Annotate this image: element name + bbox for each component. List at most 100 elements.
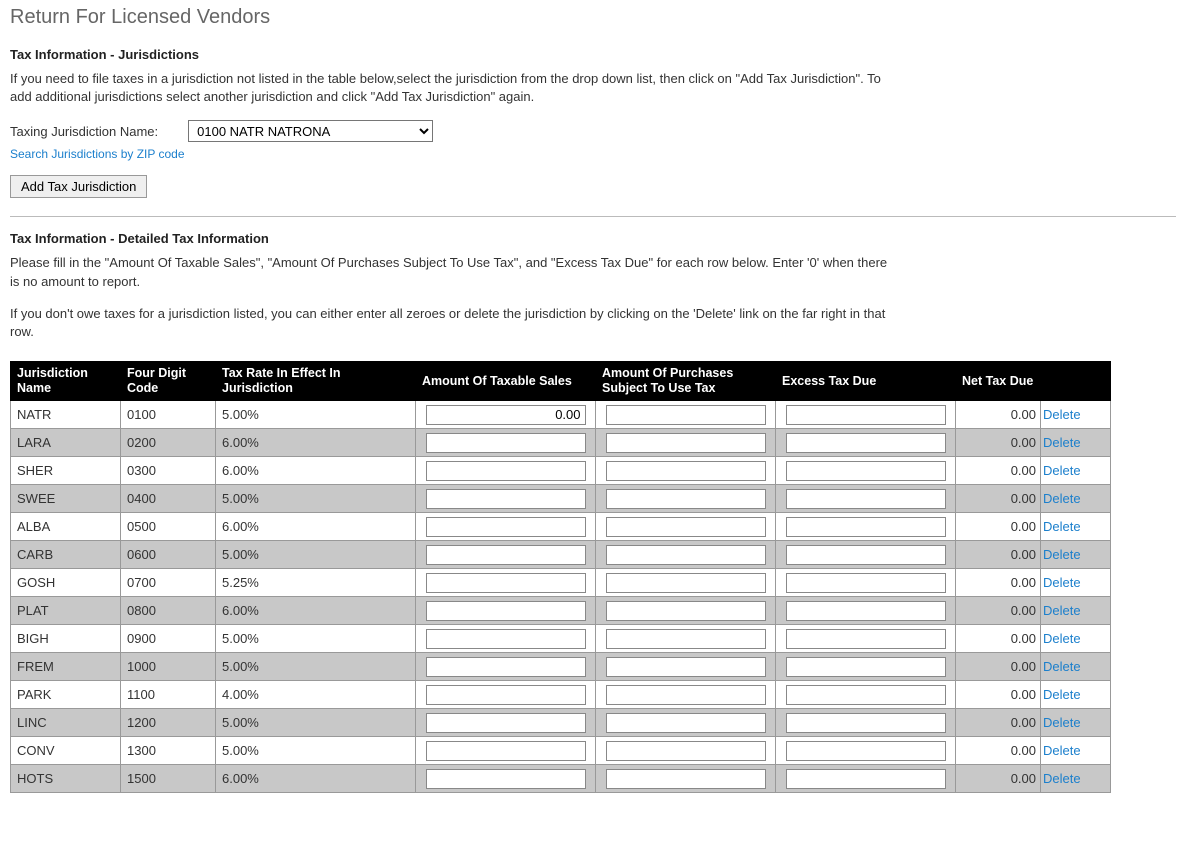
cell-tax-rate: 5.00% [216, 709, 416, 737]
taxable-sales-input[interactable] [426, 545, 586, 565]
delete-link[interactable]: Delete [1043, 715, 1081, 730]
purchases-use-tax-input[interactable] [606, 629, 766, 649]
excess-tax-due-input[interactable] [786, 741, 946, 761]
excess-tax-due-input[interactable] [786, 461, 946, 481]
excess-tax-due-cell [776, 569, 956, 597]
purchases-use-tax-input[interactable] [606, 405, 766, 425]
table-row: PARK11004.00%0.00Delete [11, 681, 1111, 709]
cell-net-tax-due: 0.00 [956, 569, 1041, 597]
taxable-sales-input[interactable] [426, 433, 586, 453]
purchases-use-tax-input[interactable] [606, 713, 766, 733]
add-tax-jurisdiction-button[interactable]: Add Tax Jurisdiction [10, 175, 147, 198]
excess-tax-due-input[interactable] [786, 517, 946, 537]
delete-link[interactable]: Delete [1043, 435, 1081, 450]
excess-tax-due-input[interactable] [786, 769, 946, 789]
taxing-jurisdiction-select[interactable]: 0100 NATR NATRONA [188, 120, 433, 142]
cell-net-tax-due: 0.00 [956, 681, 1041, 709]
cell-net-tax-due: 0.00 [956, 625, 1041, 653]
excess-tax-due-input[interactable] [786, 573, 946, 593]
cell-jurisdiction-name: GOSH [11, 569, 121, 597]
taxable-sales-input[interactable] [426, 405, 586, 425]
delete-link[interactable]: Delete [1043, 743, 1081, 758]
cell-four-digit-code: 0600 [121, 541, 216, 569]
cell-tax-rate: 5.25% [216, 569, 416, 597]
purchases-use-tax-cell [596, 429, 776, 457]
taxable-sales-input[interactable] [426, 741, 586, 761]
table-row: NATR01005.00%0.00Delete [11, 401, 1111, 429]
excess-tax-due-cell [776, 513, 956, 541]
taxable-sales-input[interactable] [426, 601, 586, 621]
purchases-use-tax-cell [596, 401, 776, 429]
purchases-use-tax-input[interactable] [606, 433, 766, 453]
purchases-use-tax-input[interactable] [606, 769, 766, 789]
taxable-sales-input[interactable] [426, 573, 586, 593]
delete-link[interactable]: Delete [1043, 603, 1081, 618]
table-row: HOTS15006.00%0.00Delete [11, 765, 1111, 793]
delete-link[interactable]: Delete [1043, 407, 1081, 422]
taxable-sales-input[interactable] [426, 769, 586, 789]
delete-link[interactable]: Delete [1043, 771, 1081, 786]
delete-link[interactable]: Delete [1043, 463, 1081, 478]
delete-link[interactable]: Delete [1043, 631, 1081, 646]
taxable-sales-input[interactable] [426, 629, 586, 649]
cell-delete: Delete [1041, 541, 1111, 569]
cell-delete: Delete [1041, 709, 1111, 737]
cell-delete: Delete [1041, 457, 1111, 485]
delete-link[interactable]: Delete [1043, 519, 1081, 534]
cell-four-digit-code: 0200 [121, 429, 216, 457]
purchases-use-tax-input[interactable] [606, 573, 766, 593]
cell-jurisdiction-name: SHER [11, 457, 121, 485]
excess-tax-due-input[interactable] [786, 685, 946, 705]
purchases-use-tax-cell [596, 737, 776, 765]
purchases-use-tax-input[interactable] [606, 685, 766, 705]
th-excess-tax: Excess Tax Due [776, 362, 956, 401]
table-row: SWEE04005.00%0.00Delete [11, 485, 1111, 513]
excess-tax-due-input[interactable] [786, 657, 946, 677]
taxable-sales-input[interactable] [426, 657, 586, 677]
purchases-use-tax-input[interactable] [606, 461, 766, 481]
table-row: GOSH07005.25%0.00Delete [11, 569, 1111, 597]
excess-tax-due-input[interactable] [786, 433, 946, 453]
taxable-sales-cell [416, 429, 596, 457]
cell-tax-rate: 6.00% [216, 765, 416, 793]
delete-link[interactable]: Delete [1043, 659, 1081, 674]
taxable-sales-input[interactable] [426, 685, 586, 705]
taxable-sales-input[interactable] [426, 489, 586, 509]
purchases-use-tax-cell [596, 681, 776, 709]
th-taxable-sales: Amount Of Taxable Sales [416, 362, 596, 401]
cell-delete: Delete [1041, 485, 1111, 513]
taxable-sales-input[interactable] [426, 461, 586, 481]
purchases-use-tax-input[interactable] [606, 741, 766, 761]
delete-link[interactable]: Delete [1043, 547, 1081, 562]
purchases-use-tax-input[interactable] [606, 657, 766, 677]
excess-tax-due-cell [776, 401, 956, 429]
taxable-sales-cell [416, 737, 596, 765]
excess-tax-due-input[interactable] [786, 489, 946, 509]
th-four-digit-code: Four Digit Code [121, 362, 216, 401]
taxable-sales-input[interactable] [426, 713, 586, 733]
cell-net-tax-due: 0.00 [956, 653, 1041, 681]
excess-tax-due-input[interactable] [786, 713, 946, 733]
purchases-use-tax-cell [596, 709, 776, 737]
delete-link[interactable]: Delete [1043, 575, 1081, 590]
purchases-use-tax-input[interactable] [606, 517, 766, 537]
purchases-use-tax-input[interactable] [606, 489, 766, 509]
th-jurisdiction-name: Jurisdiction Name [11, 362, 121, 401]
cell-four-digit-code: 0100 [121, 401, 216, 429]
cell-jurisdiction-name: HOTS [11, 765, 121, 793]
excess-tax-due-input[interactable] [786, 545, 946, 565]
purchases-use-tax-input[interactable] [606, 601, 766, 621]
excess-tax-due-input[interactable] [786, 405, 946, 425]
cell-four-digit-code: 0900 [121, 625, 216, 653]
search-by-zip-link[interactable]: Search Jurisdictions by ZIP code [10, 147, 185, 161]
cell-four-digit-code: 1200 [121, 709, 216, 737]
excess-tax-due-input[interactable] [786, 601, 946, 621]
delete-link[interactable]: Delete [1043, 687, 1081, 702]
delete-link[interactable]: Delete [1043, 491, 1081, 506]
excess-tax-due-cell [776, 765, 956, 793]
cell-tax-rate: 5.00% [216, 625, 416, 653]
cell-net-tax-due: 0.00 [956, 485, 1041, 513]
purchases-use-tax-input[interactable] [606, 545, 766, 565]
taxable-sales-input[interactable] [426, 517, 586, 537]
excess-tax-due-input[interactable] [786, 629, 946, 649]
